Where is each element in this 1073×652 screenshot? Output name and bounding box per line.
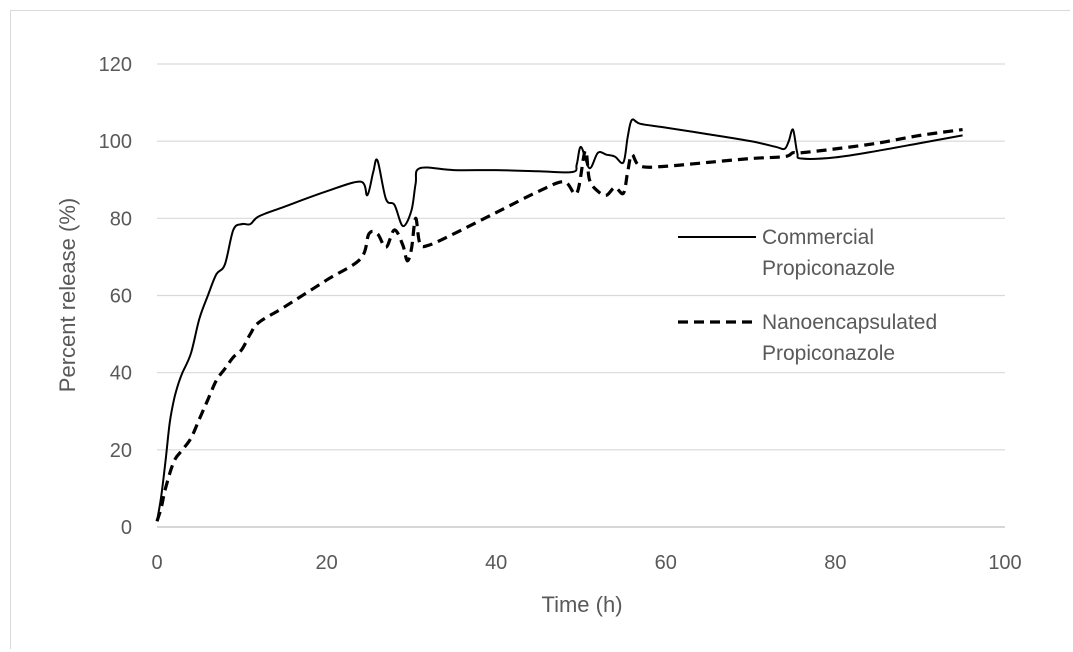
y-tick-label: 100 [99, 131, 132, 153]
legend-label: Nanoencapsulated [762, 311, 937, 334]
series-line-commercial [156, 118, 963, 522]
x-axis-title: Time (h) [541, 592, 622, 617]
chart-frame [10, 10, 1070, 649]
x-tick-label: 80 [824, 552, 846, 574]
y-tick-label: 60 [110, 286, 132, 308]
series-line-nanoencapsulated [155, 128, 963, 522]
y-tick-label: 40 [110, 363, 132, 385]
legend-label: Propiconazole [762, 342, 895, 365]
y-tick-labels: 0 20 40 60 80 100 120 [99, 54, 132, 539]
y-tick-label: 120 [99, 54, 132, 76]
x-tick-labels: 0 20 40 60 80 100 [151, 552, 1021, 574]
y-tick-label: 20 [110, 440, 132, 462]
y-axis-title: Percent release (%) [55, 198, 80, 392]
gridlines [157, 63, 1005, 528]
legend-label: Commercial [762, 226, 874, 249]
legend: Commercial Propiconazole Nanoencapsulated P… [678, 226, 937, 365]
x-tick-label: 40 [485, 552, 507, 574]
x-tick-label: 0 [151, 552, 162, 574]
x-tick-label: 100 [988, 552, 1021, 574]
x-tick-label: 20 [315, 552, 337, 574]
series-layer [155, 118, 963, 522]
y-tick-label: 80 [110, 208, 132, 230]
legend-label: Propiconazole [762, 257, 895, 280]
x-tick-label: 60 [655, 552, 677, 574]
y-tick-label: 0 [121, 517, 132, 539]
